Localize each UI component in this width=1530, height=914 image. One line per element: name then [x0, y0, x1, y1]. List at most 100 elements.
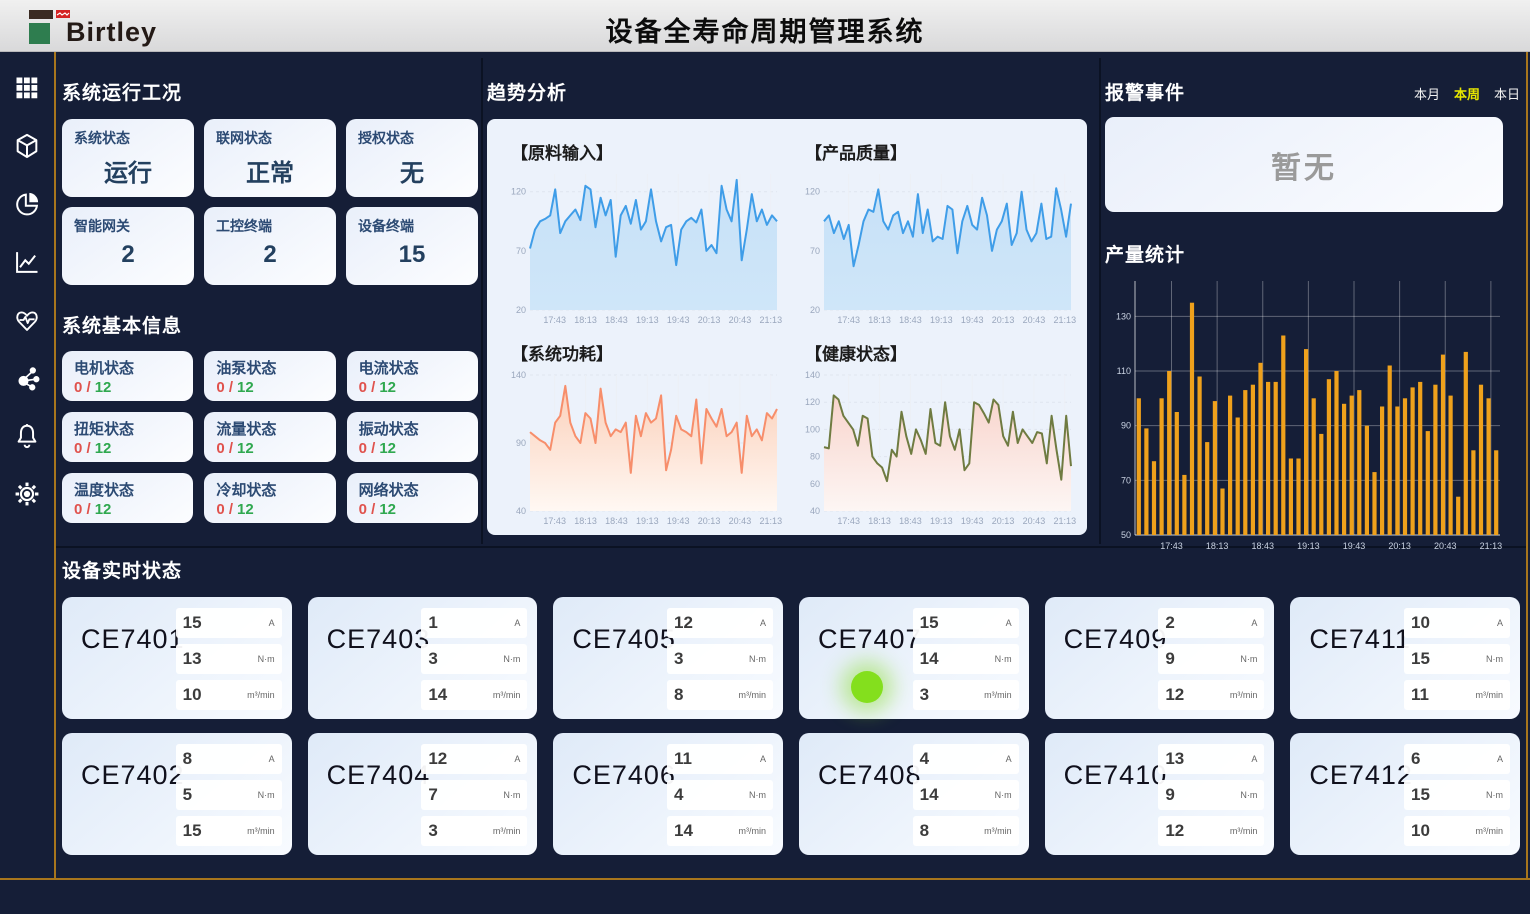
info-card-total: 12 — [94, 440, 112, 457]
status-card: 联网状态 正常 — [204, 119, 336, 197]
status-card: 系统状态 运行 — [62, 119, 194, 197]
device-card-ce7412[interactable]: CE7412 6 A 15 N·m 10 m³/min — [1290, 733, 1520, 855]
device-metric-row: 3 N·m — [667, 644, 773, 674]
device-metric-row: 11 m³/min — [1404, 680, 1510, 710]
device-metric-unit: N·m — [503, 654, 521, 664]
chart-quality-title: 【产品质量】 — [805, 144, 907, 163]
gear-icon[interactable] — [13, 480, 41, 508]
svg-text:18:13: 18:13 — [1206, 541, 1229, 551]
device-metric-unit: N·m — [749, 790, 766, 800]
device-metric-unit: A — [759, 618, 766, 628]
device-metric-value: 3 — [919, 685, 930, 704]
device-card-ce7409[interactable]: CE7409 2 A 9 N·m 12 m³/min — [1044, 597, 1275, 719]
device-metric-row: 9 N·m — [1158, 644, 1265, 674]
device-metric-unit: N·m — [503, 790, 521, 800]
device-card-ce7407[interactable]: CE7407 15 A 14 N·m 3 m³/min — [799, 597, 1029, 719]
device-id: CE7401 — [81, 624, 185, 654]
device-metric-unit: N·m — [1240, 790, 1258, 800]
system-info-title: 系统基本信息 — [62, 316, 183, 337]
svg-text:18:13: 18:13 — [574, 315, 597, 325]
pie-chart-icon[interactable] — [13, 190, 41, 218]
device-metric-row: 13 A — [1158, 744, 1265, 774]
svg-text:21:13: 21:13 — [1054, 516, 1077, 526]
device-card-ce7411[interactable]: CE7411 10 A 15 N·m 11 m³/min — [1290, 597, 1520, 719]
svg-text:19:13: 19:13 — [636, 315, 659, 325]
svg-text:120: 120 — [511, 187, 526, 197]
status-card-label: 设备终端 — [358, 218, 414, 234]
info-card: 冷却状态 0 /12 — [204, 473, 336, 523]
device-metric-row: 15 A — [912, 608, 1019, 638]
molecule-icon[interactable] — [13, 364, 41, 392]
status-card: 授权状态 无 — [346, 119, 478, 197]
svg-text:19:43: 19:43 — [961, 516, 984, 526]
device-id: CE7405 — [572, 624, 676, 654]
info-card-total: 12 — [379, 379, 397, 396]
chart-health: 【健康状态】 40 60 80 100 120 140 17:43 18:13 18:43 19… — [791, 328, 1085, 529]
device-card-ce7408[interactable]: CE7408 4 A 14 N·m 8 m³/min — [799, 733, 1029, 855]
device-card-ce7401[interactable]: CE7401 15 A 13 N·m 10 m³/min — [62, 597, 292, 719]
device-card-ce7403[interactable]: CE7403 1 A 3 N·m 14 m³/min — [307, 597, 538, 719]
device-card-ce7402[interactable]: CE7402 8 A 5 N·m 15 m³/min — [62, 733, 292, 855]
device-metric-unit: m³/min — [492, 690, 521, 700]
svg-text:20: 20 — [810, 305, 820, 315]
svg-text:21:13: 21:13 — [1054, 315, 1077, 325]
device-card-ce7406[interactable]: CE7406 11 A 4 N·m 14 m³/min — [553, 733, 783, 855]
apps-grid-icon[interactable] — [13, 74, 41, 102]
device-card-ce7404[interactable]: CE7404 12 A 7 N·m 3 m³/min — [307, 733, 538, 855]
device-metric-row: 1 A — [421, 608, 528, 638]
device-metric-row: 15 N·m — [1404, 644, 1510, 674]
bell-icon[interactable] — [13, 422, 41, 450]
chart-raw-input: 【原料输入】 20 70 120 17:43 18:13 18:43 19:13 19:43… — [497, 127, 791, 328]
device-grid: CE7401 15 A 13 N·m 10 m³/min CE7403 1 A … — [62, 597, 1520, 855]
line-chart-icon[interactable] — [13, 248, 41, 276]
svg-text:19:13: 19:13 — [636, 516, 659, 526]
logo: Birtley — [26, 4, 157, 48]
svg-text:90: 90 — [1121, 421, 1131, 431]
device-metric-unit: A — [1496, 618, 1503, 628]
info-card-counts: 0 /12 — [74, 501, 181, 518]
status-card-label: 联网状态 — [216, 130, 272, 146]
info-card: 扭矩状态 0 /12 — [62, 412, 194, 462]
device-metrics: 12 A 3 N·m 8 m³/min — [667, 608, 773, 716]
info-card-label: 振动状态 — [358, 421, 419, 438]
status-card: 智能网关 2 — [62, 207, 194, 285]
info-card-label: 电流状态 — [358, 360, 419, 377]
info-card-alarm-count: 0 / — [74, 379, 91, 396]
device-card-ce7405[interactable]: CE7405 12 A 3 N·m 8 m³/min — [553, 597, 783, 719]
health-pulse-icon[interactable] — [13, 306, 41, 334]
device-metric-row: 15 m³/min — [175, 816, 282, 846]
device-metrics: 10 A 15 N·m 11 m³/min — [1404, 608, 1510, 716]
device-metric-row: 5 N·m — [175, 780, 282, 810]
info-card: 电机状态 0 /12 — [62, 351, 194, 401]
production-chart: 50 70 90 110 130 17:43 18:13 18:43 19:13 19:43 20… — [1105, 275, 1510, 553]
svg-text:120: 120 — [805, 397, 820, 407]
svg-text:20:13: 20:13 — [1388, 541, 1411, 551]
info-card-counts: 0 /12 — [216, 501, 323, 518]
device-metric-row: 15 A — [175, 608, 282, 638]
section-trend: 趋势分析 【原料输入】 20 70 120 17:43 18:13 18:43 19:13… — [487, 78, 1095, 535]
device-metric-unit: m³/min — [984, 826, 1012, 836]
svg-text:21:13: 21:13 — [760, 315, 783, 325]
info-card-alarm-count: 0 / — [358, 379, 376, 396]
device-metric-value: 7 — [428, 785, 438, 804]
device-metrics: 4 A 14 N·m 8 m³/min — [912, 744, 1019, 852]
device-id: CE7407 — [818, 624, 922, 654]
device-metric-row: 4 N·m — [667, 780, 773, 810]
alarm-tab-week[interactable]: 本周 — [1453, 87, 1480, 102]
device-metric-value: 12 — [1165, 821, 1185, 840]
device-metric-value: 13 — [182, 649, 202, 668]
cube-icon[interactable] — [13, 132, 41, 160]
chart-power: 【系统功耗】 40 90 140 17:43 18:13 18:43 19:13 19:43… — [497, 328, 791, 529]
svg-text:130: 130 — [1116, 311, 1131, 321]
device-metric-unit: N·m — [1486, 790, 1503, 800]
device-card-ce7410[interactable]: CE7410 13 A 9 N·m 12 m³/min — [1044, 733, 1275, 855]
devices-title: 设备实时状态 — [62, 561, 183, 582]
device-id: CE7408 — [818, 760, 922, 790]
device-metric-unit: m³/min — [247, 690, 275, 700]
device-metric-unit: A — [1005, 754, 1012, 764]
device-metric-unit: N·m — [257, 790, 275, 800]
svg-text:17:43: 17:43 — [543, 315, 566, 325]
alarm-tab-month[interactable]: 本月 — [1413, 87, 1440, 102]
alarm-tab-day[interactable]: 本日 — [1493, 87, 1520, 102]
